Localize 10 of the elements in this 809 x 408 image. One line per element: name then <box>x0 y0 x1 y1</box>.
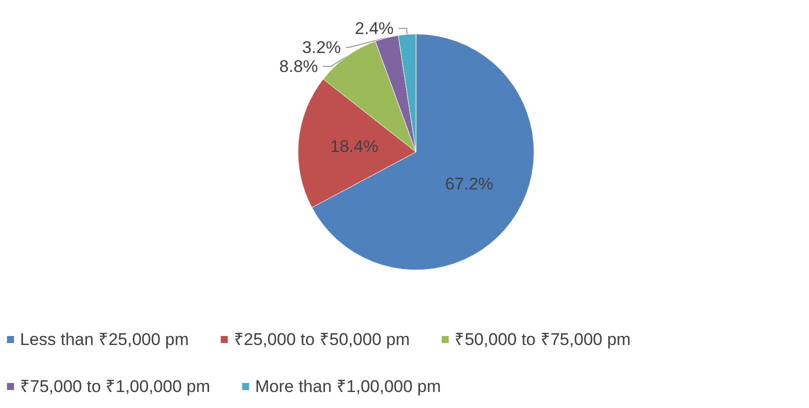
legend-label: Less than ₹25,000 pm <box>20 330 189 349</box>
legend-label: ₹75,000 to ₹1,00,000 pm <box>20 377 210 396</box>
legend-label: ₹25,000 to ₹50,000 pm <box>234 330 410 349</box>
data-label: 3.2% <box>302 38 341 57</box>
data-label: 18.4% <box>330 137 378 156</box>
legend-label: More than ₹1,00,000 pm <box>255 377 441 396</box>
data-label: 2.4% <box>354 18 394 38</box>
data-label: 67.2% <box>445 174 494 194</box>
legend-label: ₹50,000 to ₹75,000 pm <box>454 330 631 349</box>
data-label: 8.8% <box>279 56 318 76</box>
